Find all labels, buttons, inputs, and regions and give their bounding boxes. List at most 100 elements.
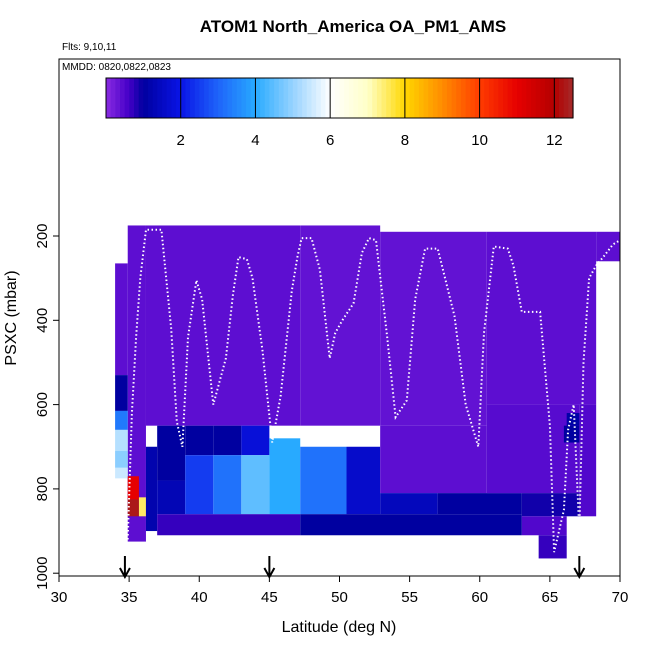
- latitude-arrow: [119, 556, 131, 580]
- x-tick-label: 70: [612, 589, 629, 606]
- heatmap-cell: [300, 514, 522, 536]
- colorbar-segment: [269, 78, 275, 118]
- colorbar-segment: [260, 78, 266, 118]
- colorbar-segment: [176, 78, 182, 118]
- colorbar-segment: [208, 78, 215, 118]
- heatmap-cell: [185, 425, 214, 456]
- y-tick-label: 1000: [34, 557, 51, 590]
- colorbar-segment: [274, 78, 280, 118]
- colorbar-tick-label: 4: [251, 132, 259, 149]
- colorbar-segment: [330, 78, 336, 118]
- heatmap-cell: [596, 231, 620, 262]
- colorbar-segment: [381, 78, 387, 118]
- colorbar-segment: [526, 78, 532, 118]
- colorbar-segment: [236, 78, 243, 118]
- colorbar-segment: [409, 78, 415, 118]
- colorbar-tick-label: 2: [177, 132, 185, 149]
- colorbar-segment: [451, 78, 457, 118]
- colorbar-segment: [456, 78, 462, 118]
- y-axis-label: PSXC (mbar): [3, 270, 20, 365]
- heatmap-cell: [138, 497, 146, 517]
- colorbar-segment: [400, 78, 406, 118]
- colorbar-segment: [460, 78, 467, 118]
- colorbar-segment: [120, 78, 126, 118]
- colorbar-segment: [418, 78, 425, 118]
- heatmap-cell: [579, 404, 597, 517]
- colorbar-segment: [549, 78, 555, 118]
- colorbar-segment: [143, 78, 149, 118]
- colorbar-tick-label: 10: [471, 132, 488, 149]
- colorbar-segment: [152, 78, 158, 118]
- colorbar-segment: [115, 78, 121, 118]
- x-tick-label: 50: [331, 589, 348, 606]
- x-tick-label: 60: [471, 589, 488, 606]
- colorbar-segment: [493, 78, 499, 118]
- colorbar-segment: [390, 78, 397, 118]
- colorbar-tick-label: 12: [546, 132, 563, 149]
- colorbar-segment: [138, 78, 144, 118]
- colorbar-segment: [148, 78, 154, 118]
- heatmap-cell: [185, 455, 214, 515]
- colorbar-segment: [367, 78, 373, 118]
- y-axis: 200 400 600 800 1000: [34, 223, 59, 590]
- colorbar-segment: [362, 78, 369, 118]
- colorbar-segment: [414, 78, 420, 118]
- heatmap-cell: [300, 225, 381, 426]
- colorbar-segment: [311, 78, 317, 118]
- latitude-arrow: [263, 556, 276, 580]
- colorbar-segment: [498, 78, 504, 118]
- colorbar-tick-label: 6: [326, 132, 334, 149]
- x-tick-label: 55: [401, 589, 418, 606]
- colorbar-segment: [157, 78, 163, 118]
- heatmap-cell: [486, 404, 580, 494]
- x-tick-label: 45: [261, 589, 278, 606]
- heatmap-cell: [241, 455, 270, 515]
- heatmap-cell: [115, 467, 128, 479]
- colorbar-segment: [297, 78, 303, 118]
- heatmap-cell: [127, 476, 139, 500]
- colorbar-segment: [479, 78, 485, 118]
- colorbar-segment: [344, 78, 350, 118]
- heatmap-cell: [115, 429, 128, 451]
- colorbar-segment: [544, 78, 551, 118]
- heatmap-cell: [521, 516, 567, 536]
- colorbar-segment: [278, 78, 285, 118]
- colorbar-segment: [185, 78, 191, 118]
- colorbar-segment: [250, 78, 257, 118]
- colorbar-segment: [106, 78, 112, 118]
- colorbar-segment: [241, 78, 247, 118]
- colorbar-segment: [334, 78, 341, 118]
- x-tick-label: 65: [542, 589, 559, 606]
- heatmap-cell: [145, 225, 301, 426]
- colorbar-segment: [129, 78, 135, 118]
- colorbar-segment: [507, 78, 513, 118]
- heatmap-cell: [145, 446, 158, 532]
- colorbar-segment: [320, 78, 327, 118]
- colorbar-segment: [348, 78, 355, 118]
- colorbar-segment: [428, 78, 434, 118]
- colorbar-segment: [484, 78, 490, 118]
- colorbar-segment: [404, 78, 411, 118]
- flight-track: [126, 228, 621, 553]
- heatmap-cell: [521, 493, 580, 517]
- heatmap-cell: [213, 455, 242, 515]
- colorbar-segment: [204, 78, 210, 118]
- colorbar-segment: [218, 78, 224, 118]
- colorbar-segment: [465, 78, 471, 118]
- colorbar-segment: [372, 78, 378, 118]
- heatmap-cell: [241, 425, 270, 456]
- flights-label: Flts: 9,10,11: [62, 42, 117, 53]
- colorbar-segment: [288, 78, 294, 118]
- colorbar-segment: [521, 78, 527, 118]
- y-tick-label: 400: [34, 308, 51, 333]
- colorbar-segment: [558, 78, 565, 118]
- chart-title: ATOM1 North_America OA_PM1_AMS: [200, 17, 506, 36]
- colorbar-segment: [554, 78, 560, 118]
- colorbar-segment: [162, 78, 168, 118]
- colorbar-segment: [302, 78, 308, 118]
- y-tick-label: 600: [34, 392, 51, 417]
- colorbar-segment: [516, 78, 523, 118]
- colorbar-segment: [124, 78, 130, 118]
- colorbar-segment: [358, 78, 364, 118]
